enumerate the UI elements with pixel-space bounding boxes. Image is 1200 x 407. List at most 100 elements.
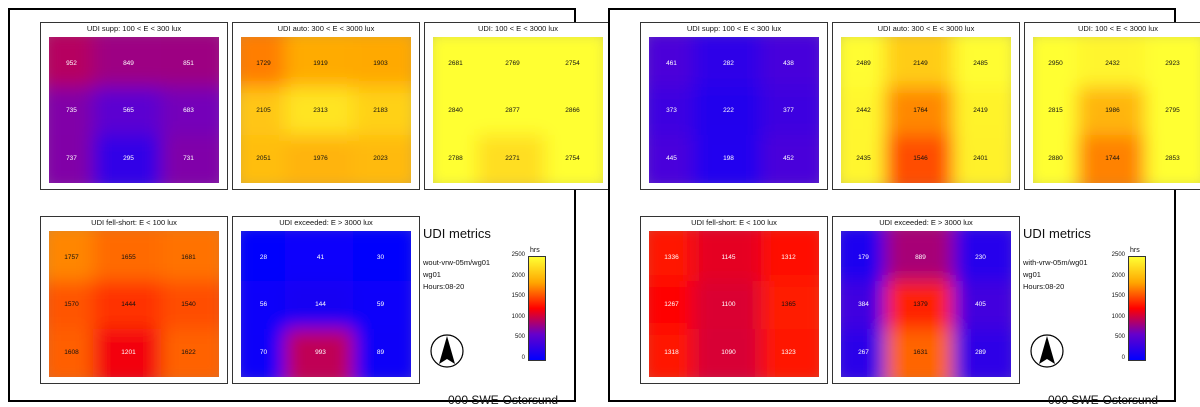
heat-cell (841, 37, 885, 87)
heat-cell (241, 281, 285, 329)
cell-value: 1323 (781, 348, 796, 356)
heat-cell (353, 135, 411, 183)
cell-value: 1201 (121, 348, 136, 356)
heat-cell (649, 329, 693, 377)
color-scale-tick: 1500 (1111, 293, 1125, 300)
cell-value: 267 (858, 348, 869, 356)
heat-cell (953, 329, 1011, 377)
cell-value: 1631 (913, 348, 928, 356)
room-plan: 461 282 438 373 222 377 445 198 452 (649, 37, 819, 183)
heat-cell (1077, 87, 1145, 135)
heat-cell (1145, 135, 1200, 183)
heat-cell (841, 87, 885, 135)
map-title: UDI: 100 < E < 3000 lux (477, 24, 559, 33)
cell-value: 2923 (1165, 60, 1180, 67)
heat-cell (93, 37, 161, 87)
heatmap (49, 231, 219, 377)
heat-cell (353, 37, 411, 87)
heatmap (241, 231, 411, 377)
cell-value: 1764 (913, 107, 928, 114)
heat-cell (953, 281, 1011, 329)
cell-value: 289 (975, 348, 986, 356)
heat-cell (693, 329, 761, 377)
cell-value: 2271 (505, 154, 520, 162)
heat-cell (1077, 135, 1145, 183)
cell-value: 1379 (913, 301, 928, 308)
cell-value: 56 (259, 301, 268, 308)
heat-cell (761, 329, 819, 377)
north-arrow-icon (1030, 334, 1064, 368)
cell-value: 2840 (448, 107, 463, 114)
color-scale-tick: 1000 (1111, 313, 1125, 320)
cell-value: 2681 (448, 60, 463, 67)
heat-cell (161, 87, 219, 135)
heat-cell (433, 37, 477, 87)
udi-map: UDI fell-short: E < 100 lux 1336 1145 1312 1… (640, 216, 828, 384)
udi-map: UDI supp: 100 < E < 300 lux 952 849 851 735 5… (40, 22, 228, 190)
room-plan: 2950 2432 2923 2815 1986 2795 2880 1744 2853 (1033, 37, 1200, 183)
heat-cell (649, 231, 693, 281)
cell-value: 461 (666, 60, 677, 67)
heat-cell (93, 87, 161, 135)
cell-value: 1744 (1105, 154, 1120, 162)
heat-cell (841, 329, 885, 377)
heat-cell (1033, 37, 1077, 87)
heat-cell (841, 135, 885, 183)
cell-value: 1267 (664, 301, 679, 308)
heat-cell (49, 87, 93, 135)
cell-value: 2489 (856, 60, 871, 67)
heatmap (433, 37, 603, 183)
heat-cell (649, 87, 693, 135)
heat-cell (161, 231, 219, 281)
hours-label: Hours:08-20 (1023, 282, 1065, 291)
cell-value: 2023 (373, 154, 388, 162)
heatmap (649, 37, 819, 183)
cell-value: 2313 (313, 107, 328, 114)
heat-cell (545, 37, 603, 87)
cell-value: 438 (783, 60, 794, 67)
map-title: UDI supp: 100 < E < 300 lux (686, 24, 782, 33)
heat-cell (885, 37, 953, 87)
cell-value: 565 (123, 107, 134, 114)
color-scale-tick: 0 (521, 355, 525, 361)
cell-value: 737 (66, 154, 77, 162)
location-label: 000 SWE-Ostersund (448, 393, 559, 407)
heatmap (241, 37, 411, 183)
cell-value: 2877 (505, 107, 520, 114)
cell-value: 1757 (64, 254, 79, 261)
color-scale-tick: 500 (514, 334, 525, 341)
heat-cell (953, 135, 1011, 183)
heat-cell (841, 231, 885, 281)
heat-cell (161, 281, 219, 329)
map-title: UDI fell-short: E < 100 lux (91, 218, 177, 227)
heat-cell (885, 231, 953, 281)
cell-value: 849 (123, 60, 134, 67)
map-title: UDI fell-short: E < 100 lux (691, 218, 777, 227)
heat-cell (693, 37, 761, 87)
room-plan: 952 849 851 735 565 683 737 295 731 (49, 37, 219, 183)
heat-cell (93, 135, 161, 183)
heat-cell (649, 135, 693, 183)
color-scale-tick: 500 (1114, 334, 1125, 341)
heat-cell (545, 87, 603, 135)
heat-cell (1145, 87, 1200, 135)
heat-cell (885, 329, 953, 377)
cell-value: 1546 (913, 154, 928, 162)
cell-value: 889 (915, 254, 926, 261)
cell-value: 993 (315, 348, 326, 356)
heat-cell (241, 135, 285, 183)
cell-value: 2853 (1165, 154, 1180, 162)
heat-cell (285, 281, 353, 329)
heat-cell (761, 135, 819, 183)
cell-value: 683 (183, 107, 194, 114)
room-plan: 2681 2769 2754 2840 2877 2866 2788 2271 2754 (433, 37, 603, 183)
udi-map: UDI fell-short: E < 100 lux 1757 1655 1681 1… (40, 216, 228, 384)
heat-cell (285, 37, 353, 87)
cell-value: 30 (376, 254, 385, 261)
cell-value: 70 (259, 348, 268, 356)
cell-value: 1903 (373, 60, 388, 67)
cell-value: 1100 (721, 301, 736, 308)
room-plan: 1336 1145 1312 1267 1100 1365 1318 1090 1323 (649, 231, 819, 377)
heat-cell (477, 37, 545, 87)
